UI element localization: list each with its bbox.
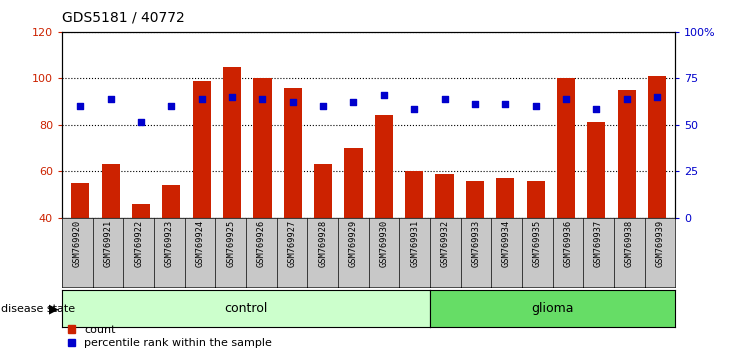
- Text: GSM769922: GSM769922: [134, 220, 143, 267]
- Text: GSM769932: GSM769932: [441, 220, 450, 267]
- Bar: [162, 185, 180, 311]
- Text: GSM769921: GSM769921: [104, 220, 112, 267]
- Bar: [223, 67, 241, 311]
- Bar: [618, 90, 636, 311]
- Text: GSM769936: GSM769936: [564, 220, 572, 267]
- Text: GSM769939: GSM769939: [656, 220, 664, 267]
- Bar: [648, 76, 666, 311]
- Text: GSM769930: GSM769930: [380, 220, 388, 267]
- Point: [439, 96, 450, 102]
- Text: GSM769933: GSM769933: [472, 220, 480, 267]
- Text: GSM769920: GSM769920: [73, 220, 82, 267]
- Bar: [405, 171, 423, 311]
- Point: [135, 120, 147, 125]
- Bar: [314, 164, 332, 311]
- Text: GSM769923: GSM769923: [165, 220, 174, 267]
- Point: [287, 99, 299, 104]
- Point: [166, 103, 177, 109]
- Bar: [193, 81, 211, 311]
- Point: [378, 92, 390, 97]
- Text: disease state: disease state: [1, 304, 75, 314]
- Text: glioma: glioma: [531, 302, 574, 315]
- Point: [560, 96, 572, 102]
- Bar: [71, 183, 89, 311]
- Text: GSM769928: GSM769928: [318, 220, 327, 267]
- Bar: [435, 173, 453, 311]
- Text: ▶: ▶: [48, 302, 58, 315]
- Point: [651, 94, 663, 100]
- Point: [105, 96, 117, 102]
- Point: [591, 106, 602, 112]
- Bar: [345, 148, 363, 311]
- Point: [499, 101, 511, 107]
- Point: [408, 106, 420, 112]
- Text: GSM769927: GSM769927: [288, 220, 296, 267]
- Bar: [374, 115, 393, 311]
- Point: [74, 103, 86, 109]
- Point: [347, 99, 359, 104]
- Text: GSM769937: GSM769937: [594, 220, 603, 267]
- Bar: [284, 88, 302, 311]
- Bar: [526, 181, 545, 311]
- Text: GSM769924: GSM769924: [196, 220, 204, 267]
- Point: [196, 96, 207, 102]
- Point: [318, 103, 329, 109]
- Text: GDS5181 / 40772: GDS5181 / 40772: [62, 11, 185, 25]
- Text: GSM769929: GSM769929: [349, 220, 358, 267]
- Text: GSM769935: GSM769935: [533, 220, 542, 267]
- Text: GSM769938: GSM769938: [625, 220, 634, 267]
- Text: GSM769926: GSM769926: [257, 220, 266, 267]
- Bar: [496, 178, 515, 311]
- Legend: count, percentile rank within the sample: count, percentile rank within the sample: [68, 325, 272, 348]
- Text: GSM769931: GSM769931: [410, 220, 419, 267]
- Text: GSM769934: GSM769934: [502, 220, 511, 267]
- Point: [256, 96, 268, 102]
- Bar: [466, 181, 484, 311]
- Point: [530, 103, 542, 109]
- Bar: [101, 164, 120, 311]
- Point: [620, 96, 632, 102]
- Point: [469, 101, 481, 107]
- Text: GSM769925: GSM769925: [226, 220, 235, 267]
- Bar: [587, 122, 605, 311]
- Text: control: control: [224, 302, 268, 315]
- Bar: [253, 78, 272, 311]
- Bar: [132, 204, 150, 311]
- Bar: [557, 78, 575, 311]
- Point: [226, 94, 238, 100]
